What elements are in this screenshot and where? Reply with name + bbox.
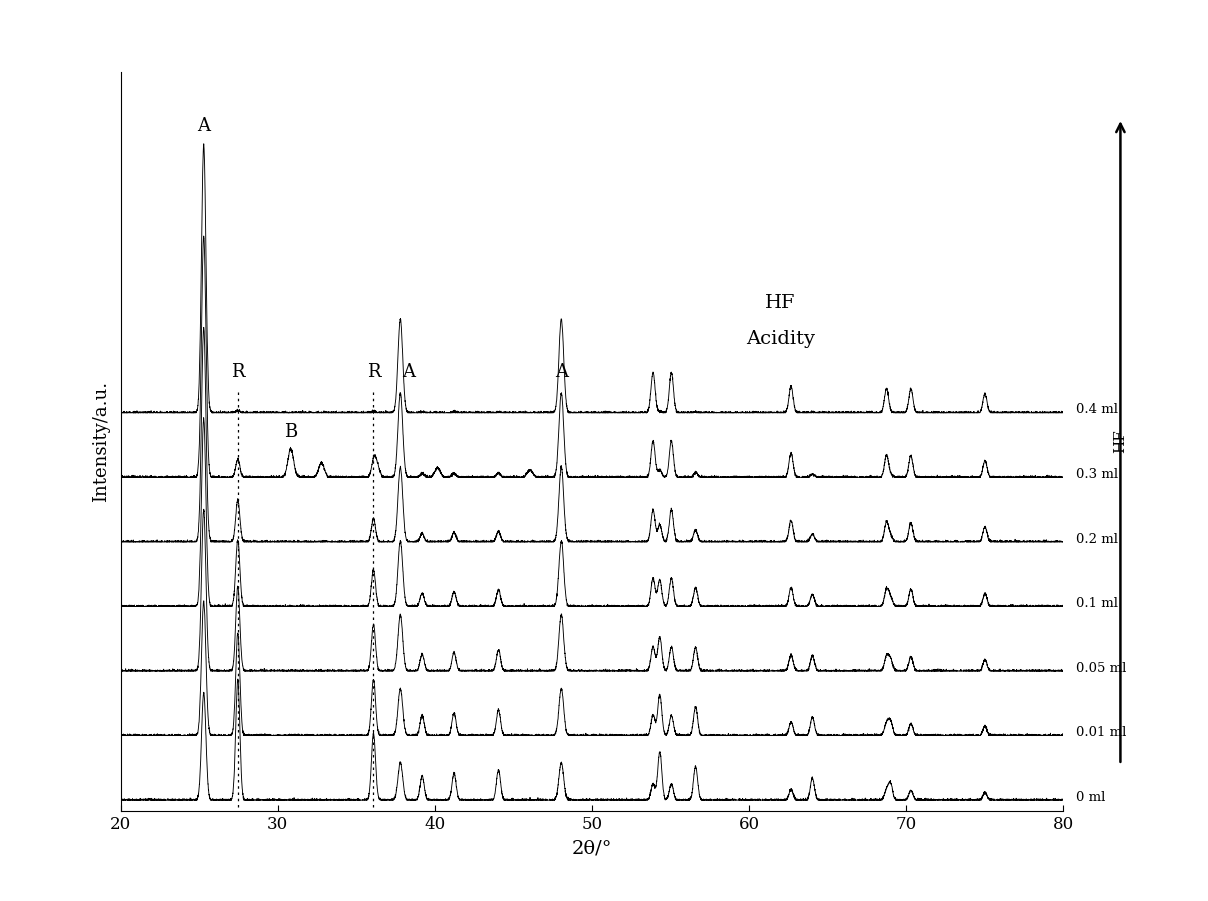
Text: 0.2 ml: 0.2 ml: [1075, 532, 1117, 545]
Text: 0.3 ml: 0.3 ml: [1075, 468, 1117, 481]
Text: 0.4 ml: 0.4 ml: [1075, 404, 1117, 416]
Text: 0.1 ml: 0.1 ml: [1075, 597, 1117, 610]
X-axis label: 2θ/°: 2θ/°: [571, 840, 612, 858]
Text: HF: HF: [1114, 430, 1127, 453]
Text: R: R: [231, 362, 244, 380]
Text: Acidity: Acidity: [745, 331, 815, 349]
Text: A: A: [197, 117, 210, 135]
Text: R: R: [367, 362, 381, 380]
Text: B: B: [284, 423, 297, 441]
Text: A: A: [402, 362, 414, 380]
Text: 0.05 ml: 0.05 ml: [1075, 661, 1126, 675]
Text: A: A: [554, 362, 568, 380]
Y-axis label: Intensity/a.u.: Intensity/a.u.: [92, 381, 110, 502]
Text: 0.01 ml: 0.01 ml: [1075, 726, 1126, 739]
Text: 0 ml: 0 ml: [1075, 791, 1105, 804]
Text: HF: HF: [765, 295, 796, 313]
